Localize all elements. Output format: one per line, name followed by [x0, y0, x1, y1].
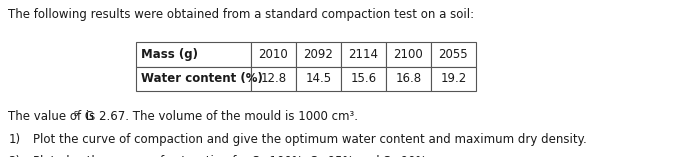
Text: 2100: 2100	[394, 48, 423, 61]
Text: 1): 1)	[8, 133, 20, 146]
FancyBboxPatch shape	[341, 42, 386, 67]
Text: 19.2: 19.2	[441, 72, 466, 85]
Text: 15.6: 15.6	[351, 72, 376, 85]
FancyBboxPatch shape	[341, 67, 386, 91]
Text: 2010: 2010	[259, 48, 289, 61]
Text: The value of G: The value of G	[8, 110, 94, 123]
FancyBboxPatch shape	[296, 67, 341, 91]
FancyBboxPatch shape	[431, 67, 476, 91]
Text: 2055: 2055	[438, 48, 468, 61]
FancyBboxPatch shape	[296, 42, 341, 67]
FancyBboxPatch shape	[386, 67, 431, 91]
Text: Mass (g): Mass (g)	[141, 48, 198, 61]
Text: 12.8: 12.8	[261, 72, 286, 85]
FancyBboxPatch shape	[431, 42, 476, 67]
Text: 2092: 2092	[303, 48, 333, 61]
Text: The following results were obtained from a standard compaction test on a soil:: The following results were obtained from…	[8, 8, 475, 21]
FancyBboxPatch shape	[251, 42, 296, 67]
Text: 2): 2)	[8, 155, 20, 157]
FancyBboxPatch shape	[136, 42, 251, 67]
Text: 14.5: 14.5	[305, 72, 332, 85]
Text: Water content (%): Water content (%)	[141, 72, 263, 85]
Text: Plot also the curves of saturation for S=100%, S=95% and S=90%.: Plot also the curves of saturation for S…	[33, 155, 431, 157]
FancyBboxPatch shape	[386, 42, 431, 67]
Text: s: s	[74, 109, 78, 118]
Text: Plot the curve of compaction and give the optimum water content and maximum dry : Plot the curve of compaction and give th…	[33, 133, 587, 146]
Text: 16.8: 16.8	[395, 72, 422, 85]
Text: 2114: 2114	[348, 48, 378, 61]
FancyBboxPatch shape	[251, 67, 296, 91]
Text: is 2.67. The volume of the mould is 1000 cm³.: is 2.67. The volume of the mould is 1000…	[82, 110, 358, 123]
FancyBboxPatch shape	[136, 67, 251, 91]
